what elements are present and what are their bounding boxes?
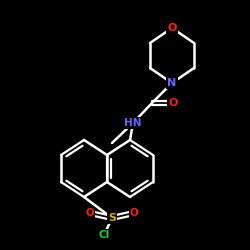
Text: HN: HN [124, 118, 142, 128]
Text: S: S [108, 213, 116, 223]
Text: O: O [167, 23, 177, 33]
Text: O: O [86, 208, 94, 218]
Text: O: O [130, 208, 138, 218]
Text: O: O [168, 98, 178, 108]
Text: Cl: Cl [98, 230, 110, 240]
Text: N: N [168, 78, 176, 88]
